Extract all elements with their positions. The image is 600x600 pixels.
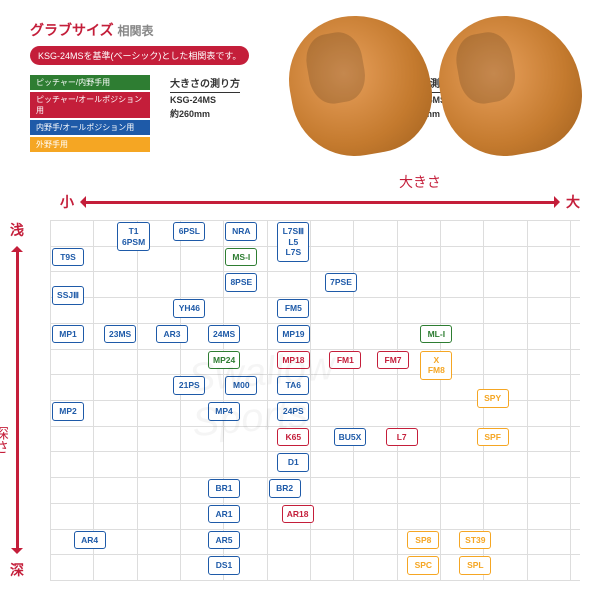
model-cell: 8PSE	[225, 273, 257, 292]
legend-item: 内野手/オールポジション用	[30, 120, 150, 135]
model-cell: TA6	[277, 376, 309, 395]
model-cell: AR18	[282, 505, 314, 524]
model-cell: AR3	[156, 325, 188, 344]
model-cell: XFM8	[420, 351, 452, 380]
model-cell: DS1	[208, 556, 240, 575]
model-cell: AR5	[208, 531, 240, 550]
model-cell: BU5X	[334, 428, 367, 447]
model-cell: K65	[277, 428, 309, 447]
model-cell: 21PS	[173, 376, 205, 395]
measure-size-title: 大きさの測り方	[170, 75, 240, 93]
glove-images	[290, 15, 580, 155]
measure-size-value: 約260mm	[170, 107, 240, 120]
model-cell: MP24	[208, 351, 240, 370]
model-cell: MP4	[208, 402, 240, 421]
model-cell: L7SⅢL5L7S	[277, 222, 309, 262]
model-cell: 23MS	[104, 325, 136, 344]
model-cell: SPC	[407, 556, 439, 575]
model-cell: ML-I	[420, 325, 452, 344]
model-cell: SPY	[477, 389, 509, 408]
x-axis-title: 大きさ	[399, 172, 441, 192]
title-main: グラブサイズ	[30, 22, 114, 38]
model-cell: L7	[386, 428, 418, 447]
model-cell: MS-I	[225, 248, 257, 267]
y-axis-min: 浅	[10, 220, 24, 240]
legend-item: 外野手用	[30, 137, 150, 152]
model-cell: NRA	[225, 222, 257, 241]
model-cell: MP2	[52, 402, 84, 421]
grid: T16PSM 6PSL NRA T9S MS-I L7SⅢL5L7S 8PSE 7PSE SSJ…	[50, 220, 580, 580]
measure-size-model: KSG-24MS	[170, 95, 240, 105]
model-cell: T16PSM	[117, 222, 150, 251]
description-badge: KSG-24MSを基準(ベーシック)とした相関表です。	[30, 46, 249, 65]
model-cell: 6PSL	[173, 222, 205, 241]
measure-size: 大きさの測り方 KSG-24MS 約260mm	[170, 75, 240, 120]
model-cell: FM1	[329, 351, 361, 370]
model-cell: YH46	[173, 299, 205, 318]
y-axis: 浅 深さ 深	[10, 220, 24, 580]
y-axis-title: 深さ	[0, 426, 12, 454]
y-axis-line	[16, 248, 19, 552]
model-cell: ST39	[459, 531, 491, 550]
model-cell: MP19	[277, 325, 309, 344]
model-cell: 24MS	[208, 325, 240, 344]
model-cell: BR1	[208, 479, 240, 498]
model-cell: T9S	[52, 248, 84, 267]
model-cell: MP1	[52, 325, 84, 344]
legend-item: ピッチャー/内野手用	[30, 75, 150, 90]
model-cell: 24PS	[277, 402, 309, 421]
model-cell: SSJⅢ	[52, 286, 84, 305]
model-cell: AR4	[74, 531, 106, 550]
model-cell: AR1	[208, 505, 240, 524]
x-axis-min: 小	[60, 192, 74, 212]
legend-item: ピッチャー/オールポジション用	[30, 92, 150, 118]
model-cell: 7PSE	[325, 273, 357, 292]
glove-size-ref	[290, 15, 430, 155]
x-axis-line	[82, 201, 558, 204]
title-sub: 相関表	[117, 24, 153, 38]
x-axis: 小 大きさ 大	[60, 192, 580, 212]
model-cell: MP18	[277, 351, 309, 370]
chart-area: 小 大きさ 大 浅 深さ 深 T16PSM6PSLNRAT9SMS-IL7SⅢL…	[60, 200, 580, 580]
model-cell: BR2	[269, 479, 301, 498]
legend-list: ピッチャー/内野手用ピッチャー/オールポジション用内野手/オールポジション用外野…	[30, 75, 150, 152]
model-cell: SPF	[477, 428, 509, 447]
model-cell: M00	[225, 376, 257, 395]
glove-depth-ref	[440, 15, 580, 155]
model-cell: FM7	[377, 351, 409, 370]
model-cell: D1	[277, 453, 309, 472]
x-axis-max: 大	[566, 192, 580, 212]
y-axis-max: 深	[10, 560, 24, 580]
model-cell: FM5	[277, 299, 309, 318]
model-cell: SP8	[407, 531, 439, 550]
model-cell: SPL	[459, 556, 491, 575]
